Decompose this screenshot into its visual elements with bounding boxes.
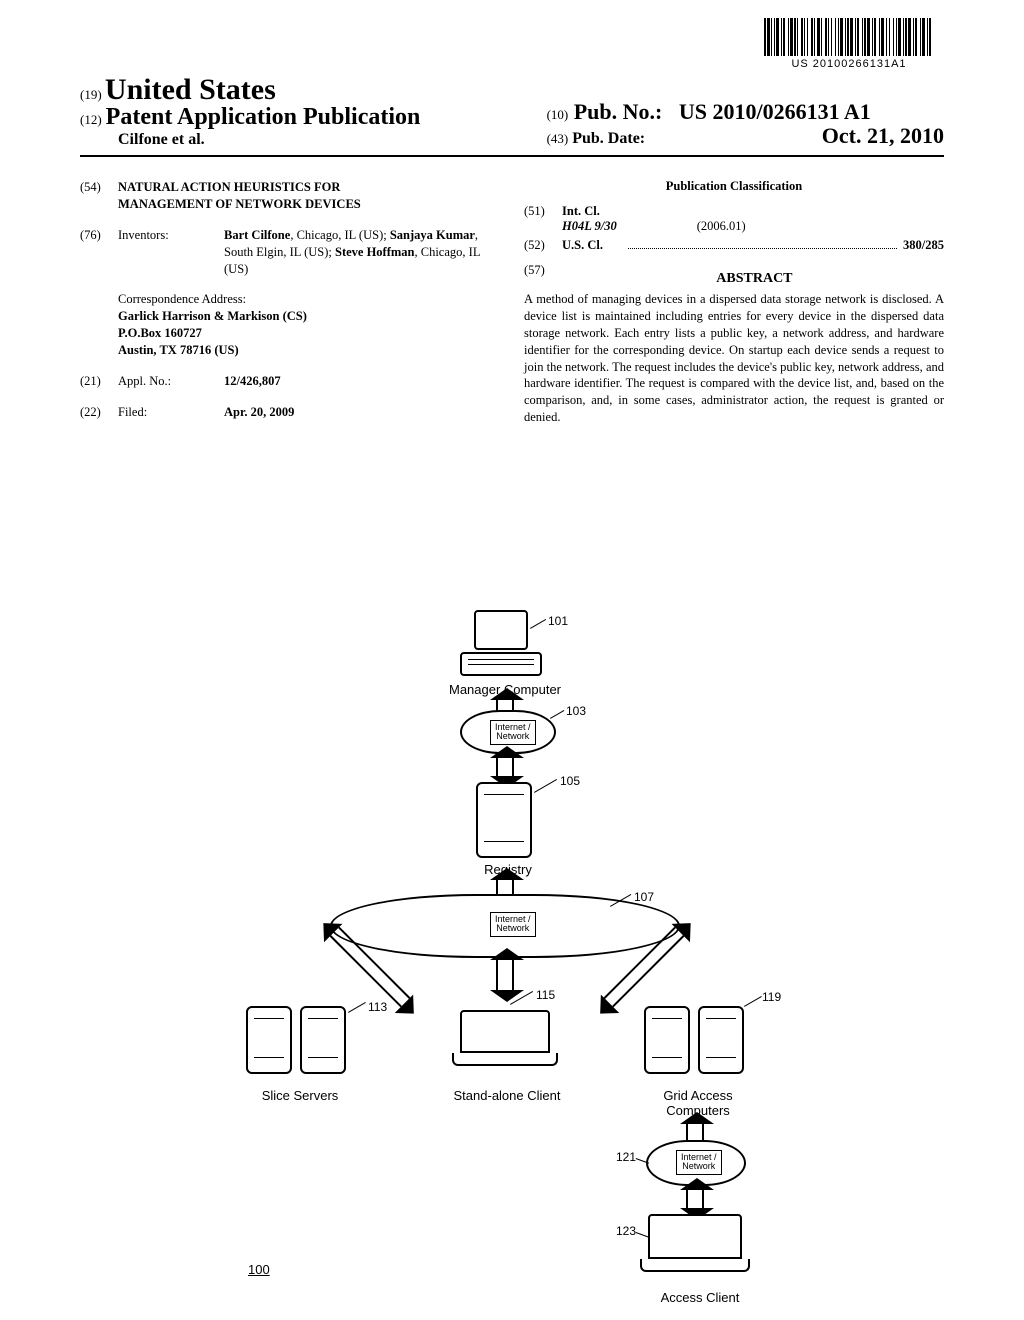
lead-103 — [550, 710, 564, 719]
applno-value: 12/426,807 — [224, 374, 281, 388]
lead-119 — [744, 996, 762, 1007]
slice-servers-label: Slice Servers — [240, 1088, 360, 1103]
inventors-label: Inventors: — [118, 227, 224, 278]
title-field: (54) NATURAL ACTION HEURISTICS FOR MANAG… — [80, 179, 500, 213]
access-ref: 123 — [616, 1224, 636, 1238]
country: United States — [105, 73, 276, 106]
lead-113 — [348, 1002, 366, 1013]
header-right: (10) Pub. No.: US 2010/0266131 A1 (43) P… — [547, 99, 944, 149]
grid-server1-icon — [644, 1006, 690, 1074]
filed-value: Apr. 20, 2009 — [224, 405, 294, 419]
lead-105 — [534, 779, 557, 793]
corr-line2: P.O.Box 160727 — [118, 325, 500, 342]
publication-type-line: (12) Patent Application Publication — [80, 105, 529, 129]
pubno-label: Pub. No.: — [574, 99, 663, 124]
barcode-region: US 20100266131A1 — [764, 18, 934, 70]
code-43: (43) — [547, 131, 569, 146]
abstract-heading-row: (57) ABSTRACT — [524, 263, 944, 287]
abstract-text: A method of managing devices in a disper… — [524, 291, 944, 426]
patent-header: (19) United States (12) Patent Applicati… — [80, 75, 944, 157]
pubdate-value: Oct. 21, 2010 — [822, 123, 944, 149]
invention-title: NATURAL ACTION HEURISTICS FOR MANAGEMENT… — [118, 179, 408, 213]
registry-icon — [476, 782, 532, 858]
cloud2-ref: 107 — [634, 890, 654, 904]
intcl-row: (51) Int. Cl. H04L 9/30 (2006.01) — [524, 204, 944, 234]
slice-server1-icon — [246, 1006, 292, 1074]
access-client-icon — [648, 1214, 742, 1286]
pub-date-line: (43) Pub. Date: Oct. 21, 2010 — [547, 123, 944, 149]
manager-base-icon — [460, 652, 542, 676]
code-19: (19) — [80, 87, 102, 102]
manager-monitor-icon — [474, 610, 528, 650]
barcode-text: US 20100266131A1 — [764, 58, 934, 70]
correspondence-block: Correspondence Address: Garlick Harrison… — [118, 291, 500, 359]
code-57: (57) — [524, 263, 545, 287]
code-76: (76) — [80, 227, 118, 278]
intcl-date: (2006.01) — [697, 219, 746, 234]
cloud3-ref: 121 — [616, 1150, 636, 1164]
pubno-value: US 2010/0266131 A1 — [679, 99, 871, 124]
uscl-value: 380/285 — [903, 238, 944, 252]
body-columns: (54) NATURAL ACTION HEURISTICS FOR MANAG… — [80, 179, 944, 435]
barcode — [764, 18, 934, 56]
arrow-cloud3-access — [686, 1190, 704, 1208]
figure-ref: 100 — [248, 1262, 270, 1277]
code-10: (10) — [547, 107, 569, 122]
uscl-row: (52) U.S. Cl. 380/285 — [524, 238, 944, 253]
pub-number-line: (10) Pub. No.: US 2010/0266131 A1 — [547, 99, 944, 125]
code-54: (54) — [80, 179, 118, 213]
inventors-value: Bart Cilfone, Chicago, IL (US); Sanjaya … — [224, 227, 500, 278]
code-22: (22) — [80, 404, 118, 421]
client-label: Stand-alone Client — [432, 1088, 582, 1103]
standalone-client-icon — [460, 1010, 550, 1080]
slice-server2-icon — [300, 1006, 346, 1074]
client-ref: 115 — [536, 988, 555, 1002]
grid-ref: 119 — [762, 990, 781, 1004]
cloud1-label: Internet /Network — [490, 720, 536, 745]
access-label: Access Client — [640, 1290, 760, 1305]
applno-label: Appl. No.: — [118, 373, 224, 390]
cloud3-label: Internet /Network — [676, 1150, 722, 1175]
grid-server2-icon — [698, 1006, 744, 1074]
registry-ref: 105 — [560, 774, 580, 788]
right-column: Publication Classification (51) Int. Cl.… — [524, 179, 944, 435]
header-left: (19) United States (12) Patent Applicati… — [80, 75, 529, 149]
authors: Cilfone et al. — [118, 131, 529, 149]
code-51: (51) — [524, 204, 562, 219]
corr-heading: Correspondence Address: — [118, 291, 500, 308]
filed-field: (22) Filed: Apr. 20, 2009 — [80, 404, 500, 421]
pubdate-label: Pub. Date: — [572, 130, 645, 147]
intcl-label: Int. Cl. — [562, 204, 622, 219]
arrow-cloud2-client — [496, 960, 514, 990]
pub-class-heading: Publication Classification — [524, 179, 944, 194]
arrow-cloud1-registry — [496, 758, 514, 776]
left-column: (54) NATURAL ACTION HEURISTICS FOR MANAG… — [80, 179, 500, 435]
figure-diagram: Manager Computer 101 Internet /Network 1… — [200, 610, 840, 1300]
corr-line3: Austin, TX 78716 (US) — [118, 342, 500, 359]
corr-line1: Garlick Harrison & Markison (CS) — [118, 308, 500, 325]
dot-leader — [628, 248, 897, 249]
publication-type: Patent Application Publication — [106, 104, 421, 130]
code-52: (52) — [524, 238, 562, 253]
abstract-heading: ABSTRACT — [565, 271, 944, 287]
uscl-label: U.S. Cl. — [562, 238, 622, 253]
filed-label: Filed: — [118, 404, 224, 421]
code-21: (21) — [80, 373, 118, 390]
cloud1-ref: 103 — [566, 704, 586, 718]
manager-ref: 101 — [548, 614, 568, 628]
servers-ref: 113 — [368, 1000, 387, 1014]
intcl-class: H04L 9/30 — [562, 219, 617, 234]
inventors-field: (76) Inventors: Bart Cilfone, Chicago, I… — [80, 227, 500, 278]
lead-101 — [530, 619, 546, 629]
cloud2-label: Internet /Network — [490, 912, 536, 937]
applno-field: (21) Appl. No.: 12/426,807 — [80, 373, 500, 390]
country-line: (19) United States — [80, 75, 529, 105]
code-12: (12) — [80, 112, 102, 127]
